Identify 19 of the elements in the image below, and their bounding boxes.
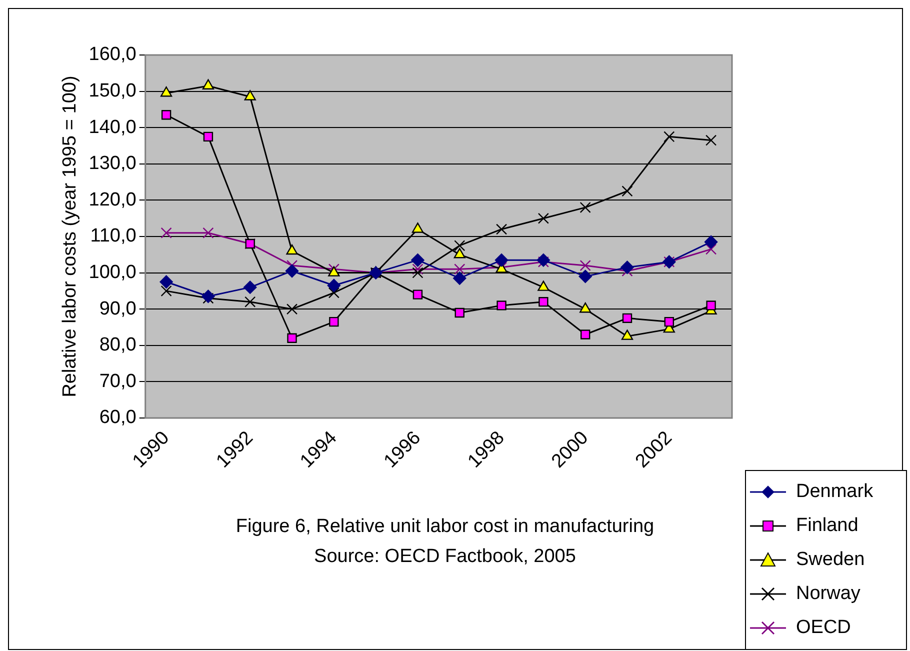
y-tick-label: 120,0 (88, 189, 136, 210)
y-tick-label: 70,0 (99, 370, 136, 392)
legend-label: Finland (796, 515, 858, 537)
y-tick-label: 140,0 (88, 116, 136, 138)
legend-label: Norway (796, 583, 860, 605)
y-tick-label: 110,0 (90, 226, 136, 247)
y-tick-label: 130,0 (88, 153, 136, 174)
legend-label: OECD (796, 617, 851, 639)
legend-label: Sweden (796, 549, 865, 571)
y-tick-label: 100,0 (88, 262, 136, 284)
source-note: Source: OECD Factbook, 2005 (313, 545, 577, 569)
y-tick-label: 80,0 (99, 334, 136, 356)
caption: Figure 6, Relative unit labor cost in manufacturing (234, 515, 656, 539)
y-tick-label: 160,0 (88, 44, 136, 66)
y-tick-label: 90,0 (99, 298, 136, 320)
y-tick-label: 150,0 (88, 80, 136, 102)
y-tick-label: 60,0 (99, 407, 136, 428)
legend-label: Denmark (796, 481, 874, 503)
y-axis-title: Relative labor costs (year 1995 = 100) (60, 76, 81, 398)
